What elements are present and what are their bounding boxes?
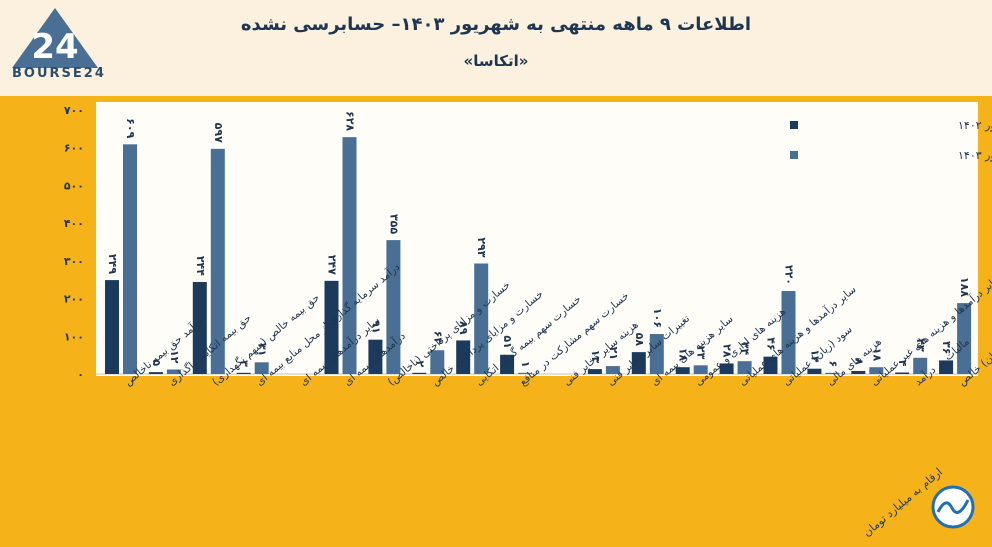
bar-1402 xyxy=(631,352,646,374)
legend-swatch xyxy=(790,151,798,159)
bar-1402 xyxy=(807,368,822,374)
logo-text: BOURSE24 xyxy=(12,66,106,81)
bar-1402 xyxy=(368,339,383,374)
plot-area xyxy=(96,102,978,376)
data-label: ۸۹ xyxy=(457,321,470,335)
data-label: ۹۱ xyxy=(369,320,382,333)
data-label: ۶۳ xyxy=(431,331,444,345)
data-label: ۵۸ xyxy=(633,333,646,347)
data-label: ۱۸ xyxy=(870,348,883,362)
y-tick-label: ۳۰۰ xyxy=(64,255,84,268)
bar-1403 xyxy=(869,367,884,374)
bar-1403 xyxy=(342,137,357,374)
data-label: ۴۳ xyxy=(914,338,927,352)
bar-1402 xyxy=(500,354,515,374)
bar-1402 xyxy=(412,372,427,374)
bar-1403 xyxy=(649,334,664,374)
bar-1402 xyxy=(587,369,602,374)
y-tick-label: ۲۰۰ xyxy=(64,293,84,306)
legend-label: عملکرد منتهی به شهریور ۱۴۰۳ xyxy=(958,149,992,162)
bar-1402 xyxy=(675,367,690,374)
data-label: ۲۴۷ xyxy=(326,255,339,275)
data-label: ۱ xyxy=(519,361,532,368)
bar-1402 xyxy=(324,280,339,374)
data-label: ۱۳ xyxy=(589,350,602,364)
legend-swatch xyxy=(790,121,798,129)
y-tick-label: ۵۰۰ xyxy=(64,179,84,192)
y-tick-label: ۱۰۰ xyxy=(64,330,84,343)
data-label: ۱۴ xyxy=(808,349,821,363)
data-label: ۴ xyxy=(896,360,909,367)
bar-1402 xyxy=(939,360,954,374)
bar-1402 xyxy=(719,363,734,374)
bar-1402 xyxy=(105,280,119,374)
data-label: ۲۴۴ xyxy=(194,256,207,276)
data-label: ۳۵۵ xyxy=(387,214,400,234)
data-label: ۲ xyxy=(413,361,426,368)
data-label: ۲۲۰ xyxy=(783,265,796,285)
data-label: ۲۴۹ xyxy=(106,254,119,274)
y-tick-label: ۰ xyxy=(77,368,84,381)
bar-1403 xyxy=(825,372,840,374)
data-label: ۱۸ xyxy=(677,348,690,362)
chart-title: اطلاعات ۹ ماهه منتهی به شهریور ۱۴۰۳– حسا… xyxy=(240,14,752,35)
data-label: ۵۱ xyxy=(501,335,514,348)
bar-1402 xyxy=(192,281,207,374)
bar-1403 xyxy=(474,263,489,374)
data-label: ۲۸ xyxy=(721,344,734,358)
legend-label: عملکرد منتهی به شهریور ۱۴۰۲ xyxy=(958,119,992,132)
data-label: ۶۲۸ xyxy=(344,111,357,131)
data-label: ۲۹۳ xyxy=(475,237,488,257)
y-tick-label: ۷۰۰ xyxy=(64,104,84,117)
bar-1402 xyxy=(148,372,163,374)
y-tick-label: ۶۰۰ xyxy=(64,142,84,155)
bar-1403 xyxy=(605,366,620,374)
bar-1402 xyxy=(851,370,866,374)
bar-1402 xyxy=(236,372,251,374)
bar-1403 xyxy=(693,365,708,374)
bar-1403 xyxy=(166,369,181,374)
bar-1402 xyxy=(456,340,471,374)
data-label: ۱۸۸ xyxy=(958,277,971,297)
data-label: ۶۰۹ xyxy=(124,118,137,138)
bar-1403 xyxy=(123,144,137,374)
bar-1402 xyxy=(763,356,778,374)
data-label: ۵ xyxy=(150,359,163,366)
data-label: ۵۹۷ xyxy=(212,123,225,143)
bar-1403 xyxy=(254,362,269,374)
bourse24-logo: 24 xyxy=(10,6,100,86)
bar-1403 xyxy=(210,148,225,374)
bar-1403 xyxy=(781,291,796,374)
chart-subtitle: «اتکاسا» xyxy=(463,52,529,70)
svg-text:24: 24 xyxy=(31,27,78,67)
data-label: ۱۰۶ xyxy=(651,308,664,328)
bar-1403 xyxy=(737,361,752,374)
bar-1403 xyxy=(518,372,533,374)
data-label: ۶ xyxy=(826,361,839,368)
bar-1402 xyxy=(895,372,910,374)
data-label: ۳۶ xyxy=(940,341,953,354)
data-label: ۳۴ xyxy=(739,342,752,356)
data-label: ۱۲ xyxy=(168,350,181,364)
data-label: ۳ xyxy=(238,360,251,367)
data-label: ۲۳ xyxy=(695,346,708,360)
data-label: ۲۱ xyxy=(607,347,620,360)
corner-logo-icon xyxy=(931,485,975,529)
y-tick-label: ۴۰۰ xyxy=(64,217,84,230)
data-label: ۸ xyxy=(852,358,865,365)
bar-1403 xyxy=(430,350,445,374)
data-label: ۴۶ xyxy=(765,337,778,350)
bar-1403 xyxy=(957,303,972,374)
bar-1403 xyxy=(913,357,928,374)
data-label: ۳۱ xyxy=(256,343,269,356)
bar-1403 xyxy=(386,240,401,374)
